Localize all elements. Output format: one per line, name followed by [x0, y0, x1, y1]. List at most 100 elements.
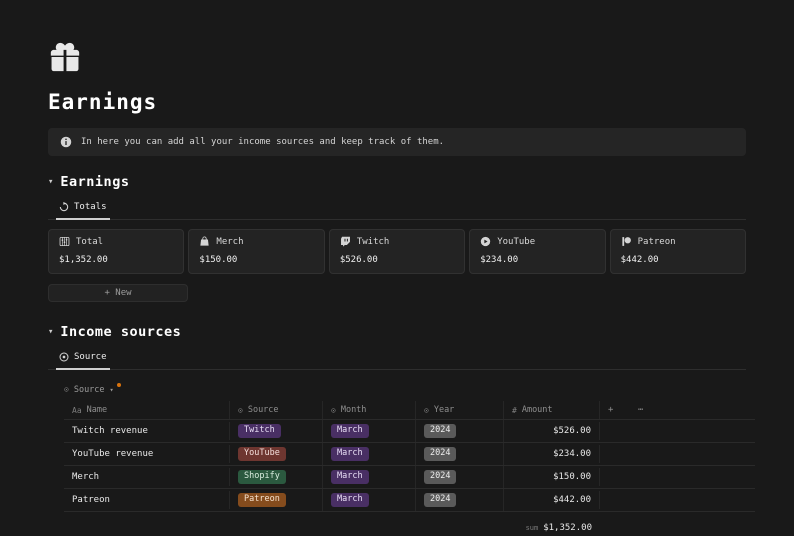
sum-calculation[interactable]: sum $1,352.00 — [504, 520, 600, 536]
table-options-button[interactable]: ⋯ — [638, 405, 644, 415]
card-merch[interactable]: Merch $150.00 — [188, 229, 325, 274]
card-youtube-value: $234.00 — [480, 255, 519, 265]
column-header-name[interactable]: Aa Name — [64, 401, 230, 419]
cell-name[interactable]: YouTube revenue — [64, 445, 230, 463]
gift-icon[interactable] — [48, 40, 82, 74]
table-row: YouTube revenue YouTube March 2024 $234.… — [64, 443, 755, 466]
cell-source[interactable]: Shopify — [230, 466, 323, 488]
youtube-icon — [481, 236, 491, 247]
spacer-cell — [600, 470, 630, 484]
section-title-earnings: Earnings — [60, 174, 130, 190]
tab-source[interactable]: Source — [56, 349, 110, 370]
sum-label: sum — [525, 524, 539, 532]
cell-year[interactable]: 2024 — [416, 489, 504, 511]
text-property-icon: Aa — [72, 405, 82, 415]
cell-name[interactable]: Patreon — [64, 491, 230, 509]
column-header-amount-label: Amount — [521, 405, 553, 415]
table-row: Patreon Patreon March 2024 $442.00 — [64, 489, 755, 512]
database-icon: ⊙ — [64, 385, 69, 394]
info-icon — [60, 136, 72, 148]
column-header-month[interactable]: ⊙ Month — [323, 401, 416, 419]
section-title-income-sources: Income sources — [60, 324, 182, 340]
new-button[interactable]: + New — [48, 284, 188, 302]
table-header-row: Aa Name ⊙ Source ⊙ Month ⊙ Year # Amount… — [64, 401, 755, 420]
month-tag[interactable]: March — [331, 470, 369, 484]
card-youtube-label: YouTube — [497, 236, 536, 247]
year-tag[interactable]: 2024 — [424, 424, 457, 438]
cell-month[interactable]: March — [323, 489, 416, 511]
column-header-amount[interactable]: # Amount — [504, 401, 600, 419]
month-tag[interactable]: March — [331, 447, 369, 461]
card-total-value: $1,352.00 — [59, 255, 108, 265]
toggle-triangle-icon[interactable]: ▾ — [48, 327, 54, 337]
month-tag[interactable]: March — [331, 493, 369, 507]
cell-source[interactable]: Twitch — [230, 420, 323, 442]
column-header-year[interactable]: ⊙ Year — [416, 401, 504, 419]
cell-year[interactable]: 2024 — [416, 466, 504, 488]
spacer-cell — [630, 424, 755, 438]
spacer-cell — [630, 470, 755, 484]
refresh-icon — [59, 202, 69, 212]
year-tag[interactable]: 2024 — [424, 447, 457, 461]
spacer-cell — [600, 424, 630, 438]
cell-month[interactable]: March — [323, 443, 416, 465]
tab-totals[interactable]: Totals — [56, 199, 110, 220]
source-tag[interactable]: Twitch — [238, 424, 281, 438]
cell-source[interactable]: YouTube — [230, 443, 323, 465]
update-dot — [116, 382, 121, 387]
spacer-cell — [600, 493, 630, 507]
card-twitch-value: $526.00 — [339, 255, 378, 265]
select-property-icon: ⊙ — [331, 405, 336, 415]
cell-year[interactable]: 2024 — [416, 420, 504, 442]
cell-amount[interactable]: $442.00 — [504, 491, 600, 509]
tab-totals-label: Totals — [74, 202, 107, 212]
column-header-name-label: Name — [86, 405, 108, 415]
column-header-source[interactable]: ⊙ Source — [230, 401, 323, 419]
database-source-selector[interactable]: ⊙ Source ▾ — [64, 382, 121, 395]
source-tag[interactable]: YouTube — [238, 447, 286, 461]
card-merch-value: $150.00 — [199, 255, 238, 265]
database-source-label: Source — [73, 384, 105, 395]
card-total[interactable]: Total $1,352.00 — [48, 229, 185, 274]
cell-amount[interactable]: $526.00 — [504, 422, 600, 440]
add-column-button[interactable]: + — [608, 405, 614, 415]
card-patreon-value: $442.00 — [620, 255, 659, 265]
spacer-cell — [630, 447, 755, 461]
source-tag[interactable]: Patreon — [238, 493, 286, 507]
card-merch-label: Merch — [216, 236, 244, 247]
earnings-tabbar: Totals — [48, 197, 746, 220]
cell-year[interactable]: 2024 — [416, 443, 504, 465]
source-tag[interactable]: Shopify — [238, 470, 286, 484]
year-tag[interactable]: 2024 — [424, 493, 457, 507]
table-view-icon — [59, 352, 69, 362]
info-callout: In here you can add all your income sour… — [48, 128, 746, 156]
patreon-icon — [622, 237, 631, 246]
totals-cards: Total $1,352.00 Merch $150.00 T — [48, 229, 747, 274]
cell-amount[interactable]: $234.00 — [504, 445, 600, 463]
cell-name[interactable]: Twitch revenue — [64, 422, 230, 440]
column-header-source-label: Source — [247, 405, 279, 415]
month-tag[interactable]: March — [331, 424, 369, 438]
cell-source[interactable]: Patreon — [230, 489, 323, 511]
column-header-year-label: Year — [433, 405, 455, 415]
page-title: Earnings — [48, 90, 158, 114]
column-header-month-label: Month — [340, 405, 367, 415]
cell-month[interactable]: March — [323, 420, 416, 442]
card-patreon[interactable]: Patreon $442.00 — [609, 229, 747, 274]
table-footer: sum $1,352.00 — [64, 520, 755, 536]
card-twitch-label: Twitch — [356, 236, 390, 247]
tab-source-label: Source — [74, 352, 107, 362]
card-youtube[interactable]: YouTube $234.00 — [469, 229, 606, 274]
select-property-icon: ⊙ — [238, 405, 243, 415]
table-row: Merch Shopify March 2024 $150.00 — [64, 466, 755, 489]
income-tabbar: Source — [48, 347, 746, 370]
year-tag[interactable]: 2024 — [424, 470, 457, 484]
card-twitch[interactable]: Twitch $526.00 — [328, 229, 466, 274]
cell-month[interactable]: March — [323, 466, 416, 488]
cell-amount[interactable]: $150.00 — [504, 468, 600, 486]
callout-text: In here you can add all your income sour… — [81, 137, 445, 147]
toggle-triangle-icon[interactable]: ▾ — [48, 177, 54, 187]
cell-name[interactable]: Merch — [64, 468, 230, 486]
number-property-icon: # — [512, 405, 517, 415]
